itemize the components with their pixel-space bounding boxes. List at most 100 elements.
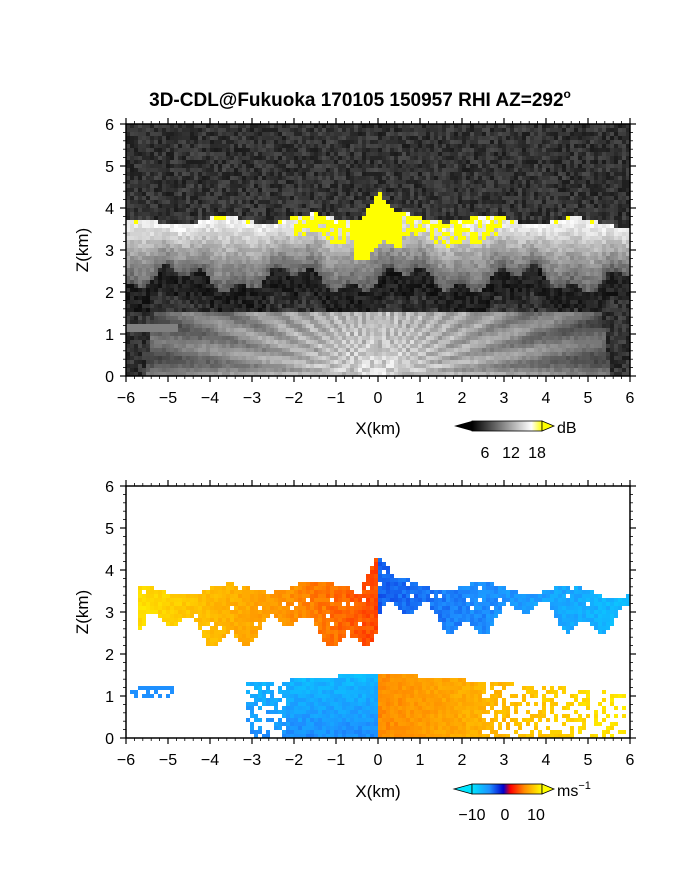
- backscatter-cell: [302, 188, 306, 192]
- backscatter-cell: [250, 280, 254, 284]
- backscatter-cell: [350, 240, 354, 244]
- backscatter-cell: [566, 228, 570, 232]
- backscatter-cell: [590, 156, 594, 160]
- backscatter-cell: [166, 192, 170, 196]
- backscatter-cell: [522, 196, 526, 200]
- backscatter-cell: [274, 140, 278, 144]
- backscatter-cell: [350, 200, 354, 204]
- backscatter-cell: [342, 212, 346, 216]
- backscatter-cell: [574, 128, 578, 132]
- backscatter-cell: [266, 152, 270, 156]
- backscatter-cell: [378, 220, 382, 224]
- backscatter-cell: [386, 144, 390, 148]
- backscatter-cell: [358, 220, 362, 224]
- backscatter-cell: [206, 136, 210, 140]
- backscatter-cell: [422, 212, 426, 216]
- backscatter-cell: [590, 180, 594, 184]
- backscatter-cell: [554, 192, 558, 196]
- backscatter-cell: [190, 156, 194, 160]
- backscatter-cell: [606, 132, 610, 136]
- backscatter-cell: [402, 212, 406, 216]
- backscatter-cell: [470, 228, 474, 232]
- backscatter-cell: [494, 260, 498, 264]
- backscatter-cell: [486, 220, 490, 224]
- backscatter-cell: [242, 152, 246, 156]
- backscatter-cell: [358, 136, 362, 140]
- backscatter-cell: [410, 212, 414, 216]
- backscatter-cell: [246, 208, 250, 212]
- backscatter-cell: [158, 272, 162, 276]
- backscatter-cell: [610, 136, 614, 140]
- backscatter-cell: [610, 168, 614, 172]
- backscatter-cell: [566, 128, 570, 132]
- backscatter-cell: [374, 280, 378, 284]
- backscatter-cell: [410, 180, 414, 184]
- backscatter-cell: [242, 240, 246, 244]
- backscatter-cell: [618, 140, 622, 144]
- backscatter-cell: [358, 224, 362, 228]
- backscatter-cell: [250, 176, 254, 180]
- backscatter-cell: [398, 152, 402, 156]
- backscatter-cell: [234, 148, 238, 152]
- backscatter-cell: [326, 276, 330, 280]
- backscatter-cell: [550, 176, 554, 180]
- backscatter-cell: [542, 232, 546, 236]
- backscatter-cell: [514, 136, 518, 140]
- backscatter-cell: [354, 140, 358, 144]
- backscatter-cell: [350, 184, 354, 188]
- backscatter-cell: [374, 144, 378, 148]
- backscatter-cell: [262, 168, 266, 172]
- backscatter-cell: [154, 244, 158, 248]
- backscatter-cell: [458, 272, 462, 276]
- backscatter-cell: [202, 140, 206, 144]
- backscatter-cell: [370, 184, 374, 188]
- backscatter-cell: [402, 184, 406, 188]
- backscatter-cell: [310, 232, 314, 236]
- backscatter-cell: [450, 136, 454, 140]
- backscatter-cell: [442, 176, 446, 180]
- backscatter-cell: [598, 196, 602, 200]
- backscatter-cell: [486, 200, 490, 204]
- backscatter-cell: [254, 140, 258, 144]
- backscatter-cell: [382, 124, 386, 128]
- backscatter-cell: [238, 128, 242, 132]
- backscatter-cell: [242, 160, 246, 164]
- backscatter-cell: [486, 204, 490, 208]
- backscatter-cell: [414, 140, 418, 144]
- backscatter-cell: [614, 180, 618, 184]
- backscatter-cell: [598, 176, 602, 180]
- backscatter-cell: [170, 244, 174, 248]
- backscatter-cell: [242, 216, 246, 220]
- backscatter-cell: [246, 216, 250, 220]
- backscatter-cell: [246, 152, 250, 156]
- backscatter-cell: [394, 280, 398, 284]
- backscatter-cell: [590, 224, 594, 228]
- backscatter-cell: [602, 124, 606, 128]
- backscatter-cell: [174, 276, 178, 280]
- backscatter-cell: [402, 252, 406, 256]
- backscatter-cell: [386, 216, 390, 220]
- backscatter-cell: [626, 216, 630, 220]
- backscatter-cell: [370, 160, 374, 164]
- backscatter-cell: [318, 152, 322, 156]
- backscatter-cell: [126, 124, 130, 128]
- backscatter-cell: [494, 168, 498, 172]
- backscatter-cell: [142, 236, 146, 240]
- backscatter-cell: [386, 208, 390, 212]
- backscatter-cell: [450, 156, 454, 160]
- backscatter-cell: [518, 180, 522, 184]
- backscatter-cell: [586, 140, 590, 144]
- backscatter-cell: [538, 136, 542, 140]
- backscatter-cell: [190, 268, 194, 272]
- backscatter-cell: [562, 148, 566, 152]
- backscatter-cell: [134, 260, 138, 264]
- backscatter-cell: [590, 192, 594, 196]
- backscatter-cell: [170, 148, 174, 152]
- backscatter-cell: [522, 216, 526, 220]
- backscatter-cell: [534, 216, 538, 220]
- backscatter-cell: [298, 252, 302, 256]
- backscatter-cell: [438, 280, 442, 284]
- backscatter-cell: [210, 148, 214, 152]
- backscatter-cell: [382, 176, 386, 180]
- backscatter-cell: [586, 132, 590, 136]
